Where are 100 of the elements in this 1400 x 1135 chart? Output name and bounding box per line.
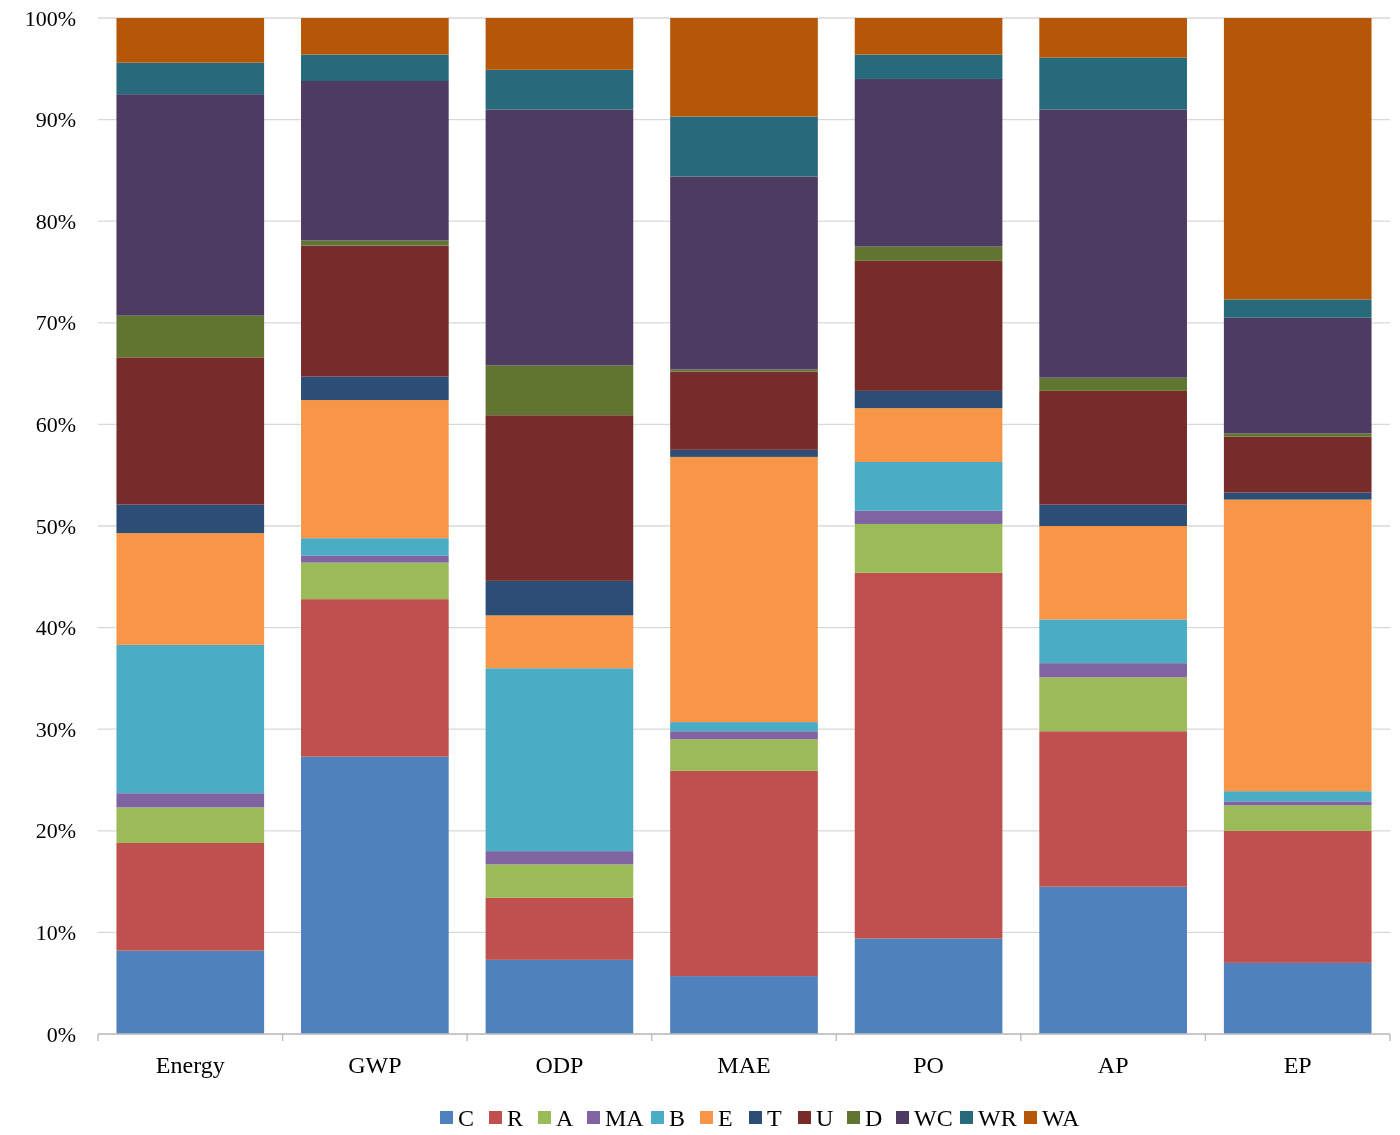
x-tick-label: EP [1283,1052,1312,1078]
bar [116,315,265,358]
x-tick-label: AP [1097,1052,1129,1078]
y-tick-label: 20% [35,818,76,844]
legend-label: WA [1042,1105,1080,1131]
bar [301,599,449,757]
bar [670,770,818,977]
bar [485,580,634,616]
y-tick-label: 70% [35,310,76,336]
bar [116,950,265,1034]
bar [485,69,634,110]
bar [670,722,818,732]
bar [854,408,1003,462]
bar [301,376,449,401]
y-tick-label: 0% [46,1021,76,1047]
bar [485,959,634,1034]
bar [116,18,265,63]
bar [301,562,449,600]
y-tick-label: 100% [24,5,76,31]
bar [670,369,818,372]
bar [670,739,818,771]
bar [485,615,634,669]
bar [1039,390,1187,505]
bar [854,510,1003,524]
y-tick-label: 60% [35,411,76,437]
legend-label: MA [605,1105,645,1131]
bar [854,390,1003,409]
bar [854,78,1003,247]
bar [1223,433,1372,437]
bar [670,731,818,740]
bar [485,864,634,898]
bar [1039,677,1187,732]
bar [1039,377,1187,391]
bar [116,94,265,316]
bar [854,260,1003,391]
bar [116,62,265,95]
bar [670,116,818,177]
x-tick-label: Energy [155,1052,225,1078]
bar [1039,731,1187,887]
bar [485,851,634,865]
bar [1039,663,1187,678]
legend-label: WR [978,1105,1017,1131]
bar [485,18,634,70]
bar [670,371,818,450]
y-tick-label: 30% [35,716,76,742]
y-tick-label: 90% [35,107,76,133]
bar [670,18,818,117]
x-tick-label: MAE [717,1052,771,1078]
bar [1223,962,1372,1034]
bar [1039,504,1187,526]
x-tick-label: ODP [535,1052,584,1078]
bar [1039,526,1187,620]
legend-label: A [556,1105,574,1131]
y-tick-label: 50% [35,513,76,539]
bar [1223,805,1372,831]
bar [116,793,265,808]
bar [301,555,449,563]
bar [1039,619,1187,664]
legend-label: C [458,1105,475,1131]
bar [116,807,265,843]
bar [1223,499,1372,792]
bar [301,400,449,539]
bar [301,54,449,81]
y-tick-label: 40% [35,615,76,641]
bar [485,668,634,852]
bar [1039,109,1187,378]
bar [116,533,265,645]
bar [1223,317,1372,434]
y-tick-label: 80% [35,208,76,234]
bar [670,976,818,1034]
bar [1223,436,1372,493]
legend-label: B [669,1105,686,1131]
bar [301,538,449,556]
bar [301,18,449,55]
bar [854,461,1003,511]
bar [116,644,265,794]
bar [854,523,1003,573]
bar [485,109,634,366]
bar [116,842,265,951]
bar [854,572,1003,939]
bar [854,246,1003,261]
bar [116,504,265,534]
bar [670,456,818,723]
bar [1223,830,1372,963]
x-tick-label: GWP [348,1052,402,1078]
bar [485,897,634,960]
x-tick-label: PO [913,1052,944,1078]
bar [116,357,265,505]
bar [854,54,1003,79]
bar [1223,18,1372,300]
bar [1039,18,1187,58]
bar [485,365,634,416]
bar [1223,492,1372,500]
bar [1223,791,1372,802]
bar [1223,801,1372,806]
legend-label: E [718,1105,733,1131]
bar [854,938,1003,1034]
bar [301,245,449,377]
bar [301,80,449,241]
legend-label: T [767,1105,782,1131]
